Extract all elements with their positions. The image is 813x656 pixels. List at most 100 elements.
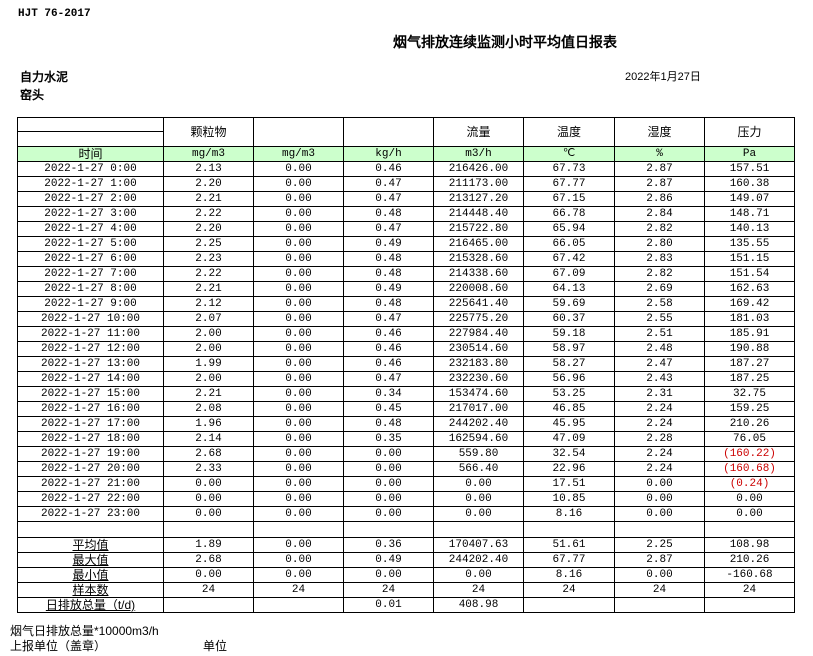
summary-row: 最大值 2.68 0.00 0.49 244202.40 67.77 2.87 210.26 — [17, 552, 795, 568]
value-cell: 214448.40 — [433, 206, 524, 222]
empty-cell — [433, 521, 524, 538]
value-cell: 2.58 — [614, 296, 705, 312]
time-cell: 2022-1-27 14:00 — [17, 371, 164, 387]
value-cell: 1.96 — [163, 416, 254, 432]
time-cell: 2022-1-27 6:00 — [17, 251, 164, 267]
value-cell: 213127.20 — [433, 191, 524, 207]
value-cell: 135.55 — [704, 236, 795, 252]
value-cell: 0.00 — [163, 491, 254, 507]
summary-value: 0.00 — [433, 567, 524, 583]
value-cell: 56.96 — [523, 371, 615, 387]
report-table: 颗粒物 流量 温度 湿度 压力 时间 mg/m3 mg/m3 kg/h m3/h ℃% Pa 2022-… — [17, 117, 795, 613]
time-cell: 2022-1-27 22:00 — [17, 491, 164, 507]
summary-value: 0.00 — [253, 537, 344, 553]
summary-value: 108.98 — [704, 537, 795, 553]
value-cell: 140.13 — [704, 221, 795, 237]
value-cell: 0.00 — [614, 491, 705, 507]
summary-value — [163, 597, 254, 613]
value-cell: 0.49 — [343, 281, 434, 297]
time-cell: 2022-1-27 18:00 — [17, 431, 164, 447]
value-cell: 0.47 — [343, 311, 434, 327]
value-cell: 0.00 — [253, 206, 344, 222]
table-row: 2022-1-27 0:00 2.13 0.00 0.46 216426.00 67.73… — [17, 161, 795, 177]
value-cell: 2.28 — [614, 431, 705, 447]
table-row: 2022-1-27 11:00 2.00 0.00 0.46 227984.40 59.1… — [17, 326, 795, 342]
header-divider — [18, 131, 163, 132]
table-row: 2022-1-27 1:00 2.20 0.00 0.47 211173.00 67.77… — [17, 176, 795, 192]
summary-row: 平均值 1.89 0.00 0.36 170407.63 51.61 2.25 108.98 — [17, 537, 795, 553]
value-cell: 225775.20 — [433, 311, 524, 327]
table-row: 2022-1-27 19:00 2.68 0.00 0.00 559.80 32.54 2.… — [17, 446, 795, 462]
summary-value: 0.36 — [343, 537, 434, 553]
time-cell: 2022-1-27 13:00 — [17, 356, 164, 372]
value-cell: 0.00 — [253, 476, 344, 492]
empty-cell — [253, 521, 344, 538]
value-cell: 22.96 — [523, 461, 615, 477]
value-cell: 215328.60 — [433, 251, 524, 267]
table-row: 2022-1-27 10:00 2.07 0.00 0.47 225775.20 60.3… — [17, 311, 795, 327]
value-cell: 0.00 — [343, 476, 434, 492]
value-cell: 0.00 — [433, 506, 524, 522]
value-cell: 0.00 — [614, 506, 705, 522]
value-cell: 2.22 — [163, 266, 254, 282]
value-cell: 162594.60 — [433, 431, 524, 447]
value-cell: 59.18 — [523, 326, 615, 342]
value-cell: 2.43 — [614, 371, 705, 387]
empty-cell — [163, 521, 254, 538]
value-cell: 2.22 — [163, 206, 254, 222]
value-cell: 0.00 — [253, 506, 344, 522]
time-cell: 2022-1-27 1:00 — [17, 176, 164, 192]
value-cell: 185.91 — [704, 326, 795, 342]
summary-label: 日排放总量（t/d) — [17, 597, 164, 613]
table-row: 2022-1-27 23:00 0.00 0.00 0.00 0.00 8.16 0.00 0… — [17, 506, 795, 522]
value-cell: 216426.00 — [433, 161, 524, 177]
table-row: 2022-1-27 12:00 2.00 0.00 0.46 230514.60 58.9… — [17, 341, 795, 357]
monitoring-point: 窑头 — [20, 88, 45, 102]
value-cell: 0.47 — [343, 176, 434, 192]
value-cell: 211173.00 — [433, 176, 524, 192]
table-row: 2022-1-27 8:00 2.21 0.00 0.49 220008.60 64.13… — [17, 281, 795, 297]
summary-value: 2.25 — [614, 537, 705, 553]
time-cell: 2022-1-27 21:00 — [17, 476, 164, 492]
time-cell: 2022-1-27 9:00 — [17, 296, 164, 312]
unit-cell: 时间 — [17, 146, 164, 162]
unit-cell: % — [614, 146, 705, 162]
value-cell: 66.78 — [523, 206, 615, 222]
value-cell: 2.00 — [163, 326, 254, 342]
value-cell: 47.09 — [523, 431, 615, 447]
summary-value: 24 — [433, 582, 524, 598]
units-row: 时间 mg/m3 mg/m3 kg/h m3/h ℃% Pa — [17, 146, 795, 162]
column-header — [253, 117, 344, 147]
value-cell: (0.24) — [704, 476, 795, 492]
value-cell: 2.25 — [163, 236, 254, 252]
value-cell: 0.00 — [253, 416, 344, 432]
value-cell: 232230.60 — [433, 371, 524, 387]
value-cell: 17.51 — [523, 476, 615, 492]
empty-cell — [614, 521, 705, 538]
time-cell: 2022-1-27 12:00 — [17, 341, 164, 357]
value-cell: 2.83 — [614, 251, 705, 267]
value-cell: 0.49 — [343, 236, 434, 252]
summary-value: 210.26 — [704, 552, 795, 568]
table-row: 2022-1-27 16:00 2.08 0.00 0.45 217017.00 46.8… — [17, 401, 795, 417]
value-cell: 2.33 — [163, 461, 254, 477]
blank-row — [17, 521, 795, 538]
time-cell: 2022-1-27 0:00 — [17, 161, 164, 177]
value-cell: 0.00 — [343, 446, 434, 462]
value-cell: 0.48 — [343, 296, 434, 312]
value-cell: 58.27 — [523, 356, 615, 372]
value-cell: 0.00 — [253, 431, 344, 447]
summary-value — [523, 597, 615, 613]
summary-value: 24 — [253, 582, 344, 598]
value-cell: 0.34 — [343, 386, 434, 402]
value-cell: 2.12 — [163, 296, 254, 312]
value-cell: 0.35 — [343, 431, 434, 447]
value-cell: 0.00 — [253, 266, 344, 282]
value-cell: 217017.00 — [433, 401, 524, 417]
empty-cell — [704, 521, 795, 538]
summary-value: 67.77 — [523, 552, 615, 568]
value-cell: 0.48 — [343, 416, 434, 432]
value-cell: 0.00 — [253, 491, 344, 507]
value-cell: 0.00 — [253, 221, 344, 237]
report-title: 烟气排放连续监测小时平均值日报表 — [393, 34, 617, 50]
